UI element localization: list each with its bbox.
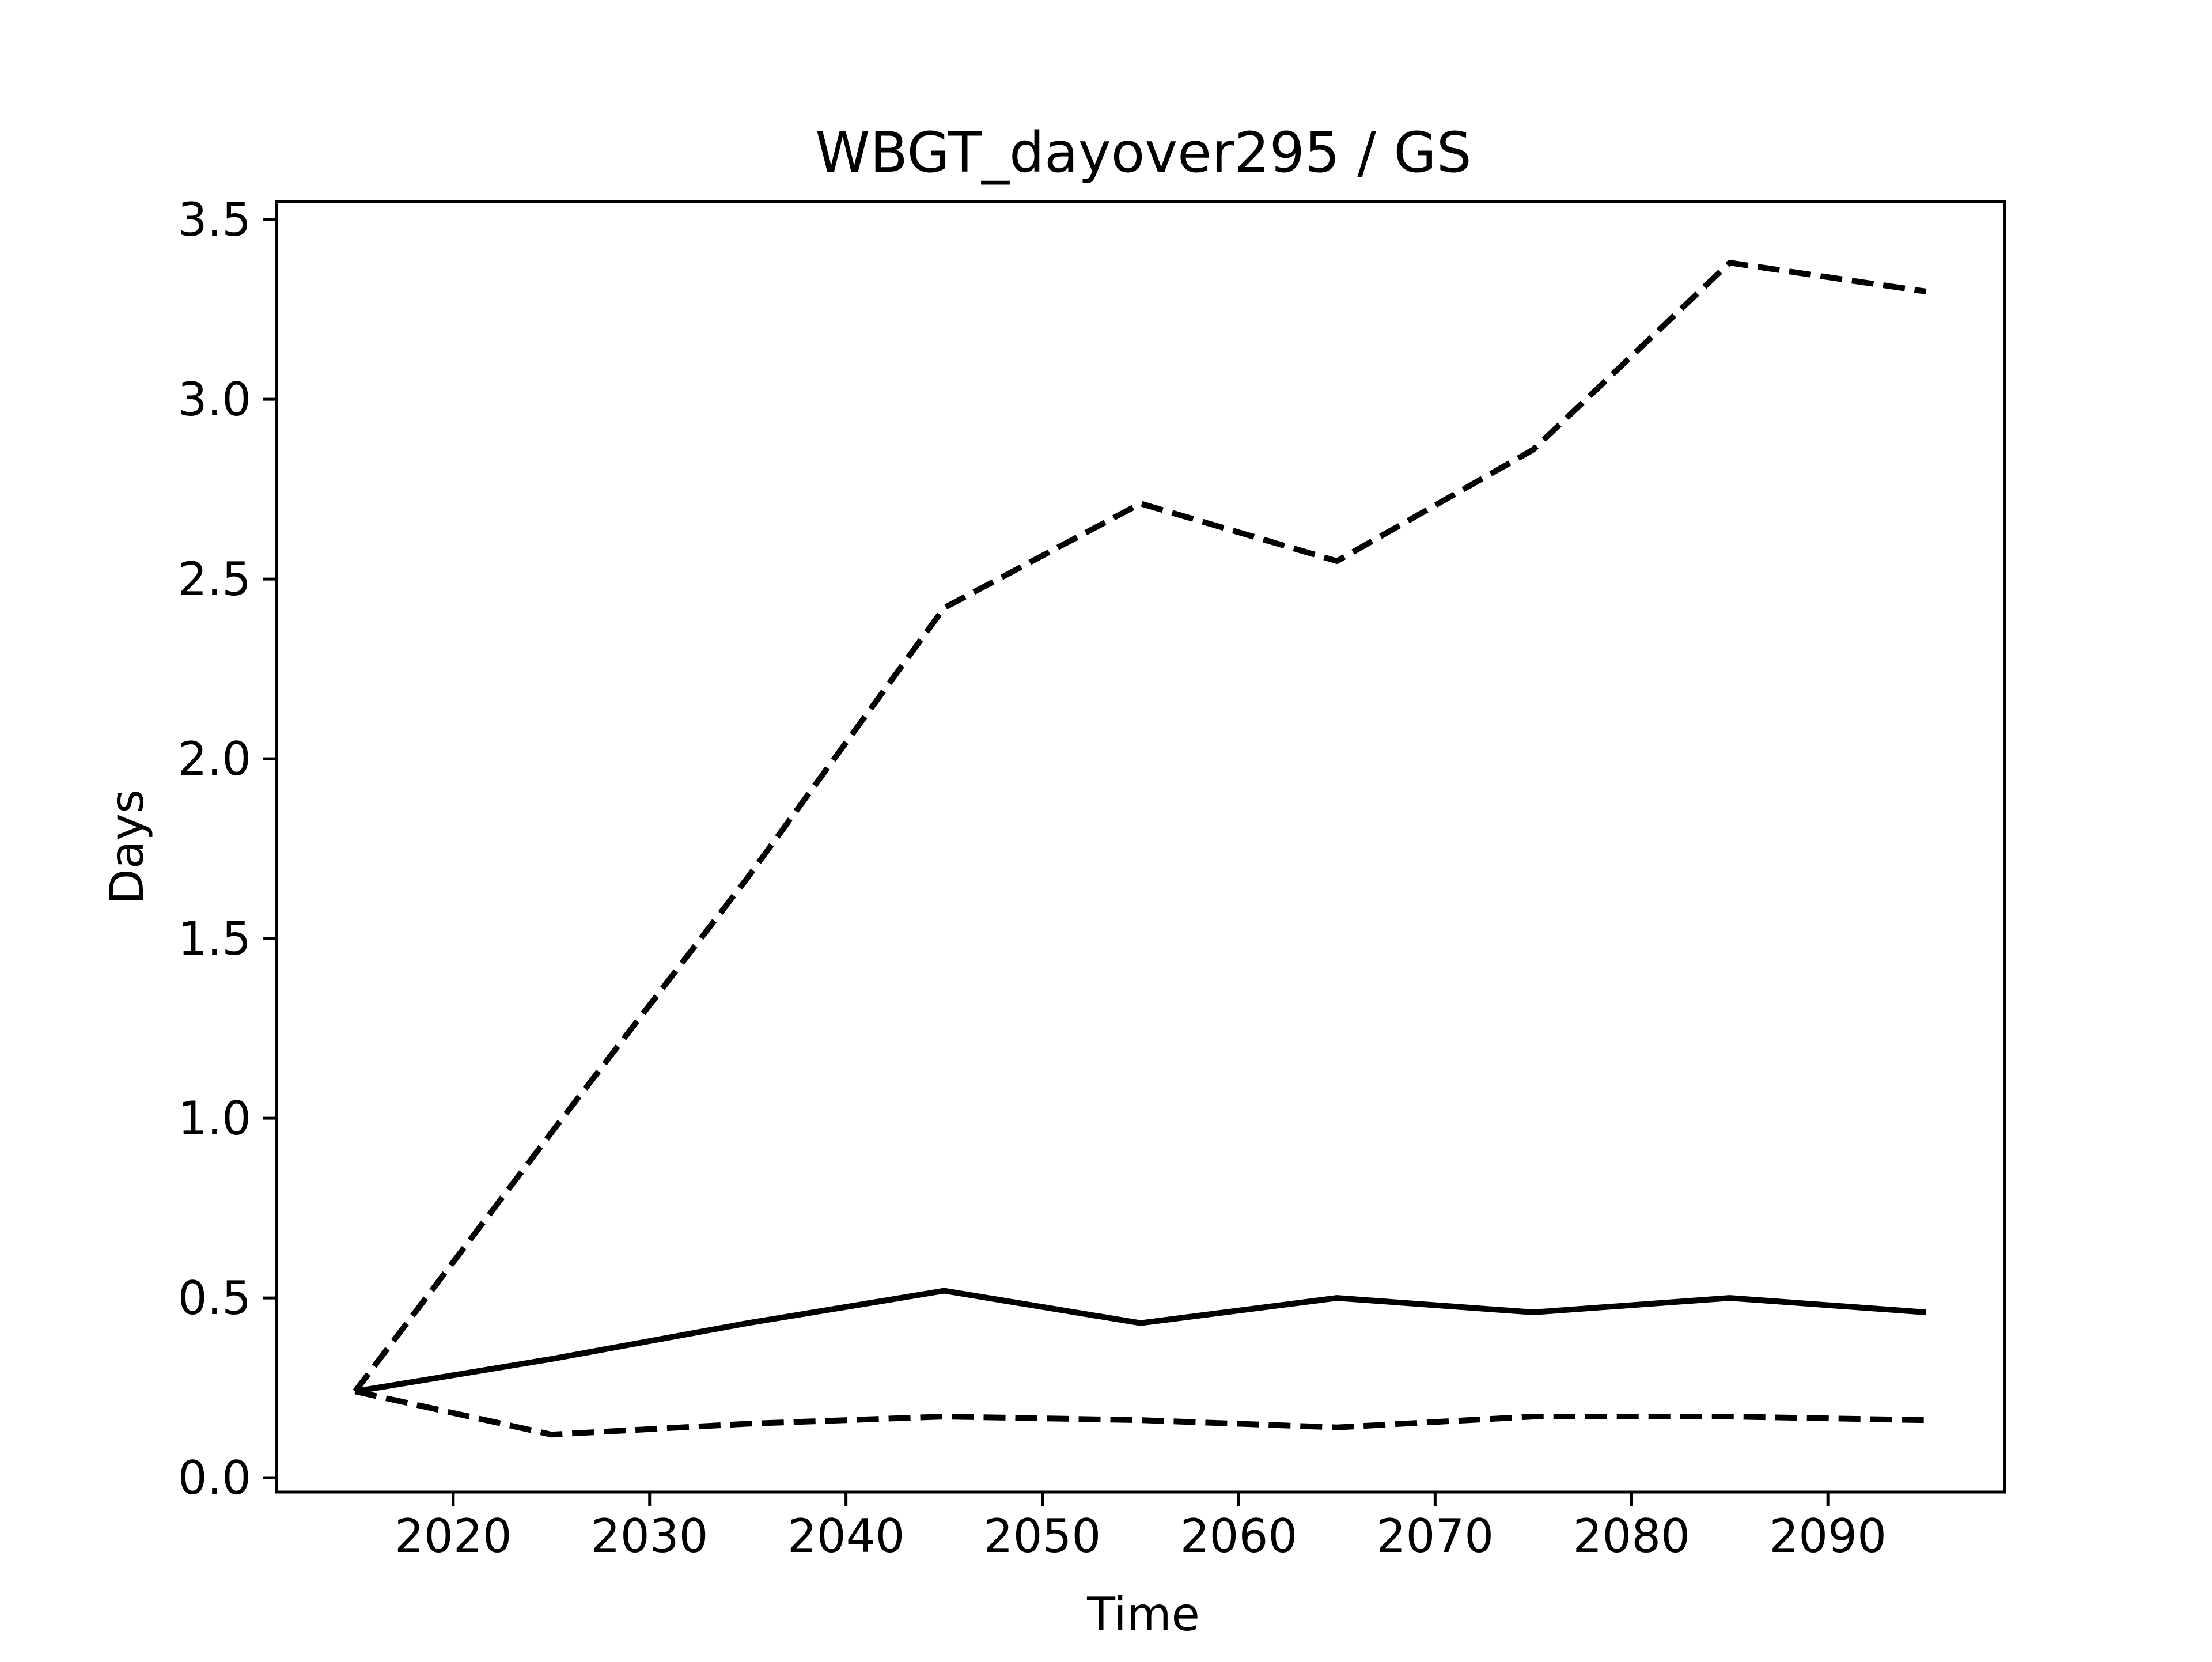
y-axis-label: Days <box>100 789 154 904</box>
y-axis: 0.0 0.5 1.0 1.5 2.0 2.5 3.0 3.5 <box>178 193 276 1505</box>
y-tick-label: 2.5 <box>178 552 251 606</box>
y-tick-label: 3.5 <box>178 193 251 247</box>
y-tick-label: 2.0 <box>178 732 251 786</box>
y-tick-label: 0.0 <box>178 1451 251 1505</box>
x-tick-label: 2040 <box>787 1509 905 1563</box>
x-tick-label: 2080 <box>1573 1509 1690 1563</box>
x-tick-label: 2090 <box>1769 1509 1887 1563</box>
series-line-upper <box>353 260 1927 1394</box>
series-line-median <box>354 1288 1926 1395</box>
x-tick-label: 2070 <box>1377 1509 1494 1563</box>
y-tick-label: 3.0 <box>178 373 251 426</box>
x-tick-label: 2020 <box>395 1509 512 1563</box>
x-tick-label: 2030 <box>591 1509 709 1563</box>
series-line-lower <box>354 1388 1926 1438</box>
x-tick-label: 2060 <box>1180 1509 1298 1563</box>
y-tick-label: 0.5 <box>178 1271 251 1325</box>
x-axis: 2020 2030 2040 2050 2060 2070 2080 2090 <box>395 1492 1887 1563</box>
x-tick-label: 2050 <box>984 1509 1101 1563</box>
y-tick-label: 1.5 <box>178 912 251 966</box>
series-layer <box>353 260 1927 1438</box>
plot-area-frame <box>275 200 2006 1494</box>
chart-title: WBGT_dayover295 / GS <box>815 120 1471 185</box>
y-tick-label: 1.0 <box>178 1092 251 1145</box>
x-axis-label: Time <box>1086 1588 1200 1641</box>
